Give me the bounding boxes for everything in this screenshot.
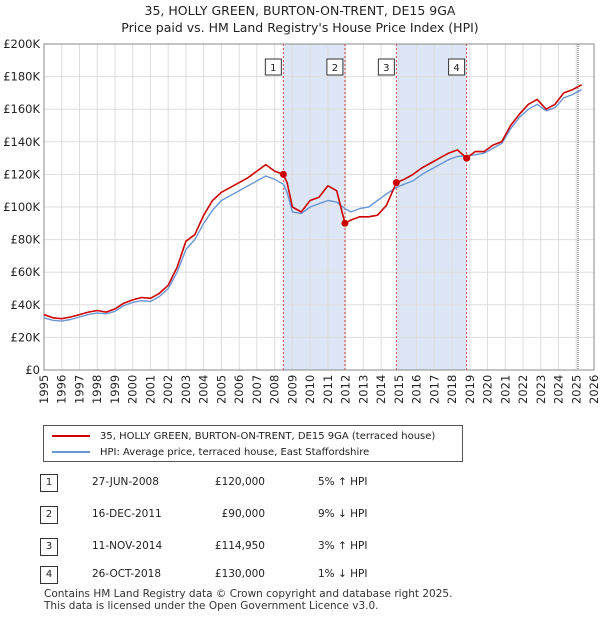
x-tick-label: 2010	[303, 375, 317, 404]
x-tick-label: 2007	[250, 375, 264, 404]
y-tick-label: £120K	[3, 167, 40, 181]
legend-label-property: 35, HOLLY GREEN, BURTON-ON-TRENT, DE15 9…	[100, 430, 436, 442]
y-tick-label: £80K	[11, 233, 41, 247]
price-chart: 1 2 3 4 £0 £20K £40K £60K £80K £100K £120K £140K £16…	[3, 37, 600, 404]
sale-label: 3	[383, 63, 389, 74]
footer-licence: This data is licensed under the Open Gov…	[44, 600, 379, 612]
footer-copyright: Contains HM Land Registry data © Crown c…	[44, 588, 453, 600]
legend-swatch-hpi	[52, 451, 90, 453]
x-tick-label: 2020	[481, 375, 495, 404]
x-tick-label: 2003	[179, 375, 193, 404]
x-tick-label: 2001	[143, 375, 157, 404]
legend-swatch-property	[52, 435, 90, 437]
x-tick-label: 2008	[268, 375, 282, 404]
sale-price: £130,000	[214, 568, 265, 580]
y-tick-label: £0	[25, 363, 40, 377]
sale-row: 1 27-JUN-2008 £120,000 5% ↑ HPI	[40, 474, 600, 492]
x-tick-label: 2002	[161, 375, 175, 404]
x-tick-label: 2025	[569, 375, 583, 404]
y-tick-label: £20K	[11, 330, 41, 344]
property-price-line	[43, 84, 582, 320]
legend-item-hpi: HPI: Average price, terraced house, East…	[52, 445, 369, 459]
sale-date: 16-DEC-2011	[92, 508, 162, 520]
chart-subtitle: Price paid vs. HM Land Registry's House …	[121, 20, 479, 35]
y-tick-label: £140K	[3, 135, 40, 149]
y-tick-label: £180K	[3, 70, 40, 84]
sale-date: 27-JUN-2008	[92, 476, 159, 488]
x-tick-label: 2004	[197, 375, 211, 404]
x-tick-label: 2023	[534, 375, 548, 404]
x-tick-label: 2017	[427, 375, 441, 404]
sale-point	[392, 179, 400, 187]
x-tick-label: 1998	[90, 375, 104, 404]
sale-price: £120,000	[214, 476, 265, 488]
sale-price: £90,000	[221, 508, 265, 520]
x-tick-label: 2021	[498, 375, 512, 404]
x-tick-label: 2014	[374, 375, 388, 404]
sale-hpi-diff: 1% ↓ HPI	[318, 568, 368, 580]
sale-date: 11-NOV-2014	[92, 540, 163, 552]
x-tick-label: 2022	[516, 375, 530, 404]
sale-row: 3 11-NOV-2014 £114,950 3% ↑ HPI	[40, 538, 600, 556]
sale-label-box	[377, 58, 395, 76]
sale-row: 2 16-DEC-2011 £90,000 9% ↓ HPI	[40, 506, 600, 524]
sale-label: 4	[453, 63, 459, 74]
x-tick-label: 2000	[126, 375, 140, 404]
sale-number: 2	[40, 506, 58, 524]
x-tick-label: 2009	[285, 375, 299, 404]
x-tick-label: 1996	[55, 375, 69, 404]
y-tick-label: £100K	[3, 200, 40, 214]
sale-row: 4 26-OCT-2018 £130,000 1% ↓ HPI	[40, 566, 600, 584]
plot-frame	[43, 43, 595, 371]
sale-label-box	[264, 58, 282, 76]
footer: Contains HM Land Registry data © Crown c…	[44, 588, 452, 612]
x-tick-label: 2018	[445, 375, 459, 404]
sale-point	[279, 170, 287, 178]
sale-label: 1	[270, 63, 276, 74]
sale-hpi-diff: 3% ↑ HPI	[318, 540, 368, 552]
x-tick-label: 2013	[356, 375, 370, 404]
x-tick-label: 2026	[587, 375, 600, 404]
x-tick-label: 2012	[339, 375, 353, 404]
sale-hpi-diff: 9% ↓ HPI	[318, 508, 368, 520]
y-tick-label: £160K	[3, 102, 40, 116]
x-tick-label: 1997	[72, 375, 86, 404]
x-tick-label: 1995	[37, 375, 51, 404]
sale-number: 4	[40, 566, 58, 584]
x-tick-label: 2019	[463, 375, 477, 404]
legend-label-hpi: HPI: Average price, terraced house, East…	[100, 446, 370, 458]
x-tick-label: 1999	[108, 375, 122, 404]
sale-point	[463, 154, 471, 162]
y-tick-label: £200K	[3, 37, 40, 51]
x-tick-label: 2024	[552, 375, 566, 404]
x-tick-label: 2005	[214, 375, 228, 404]
sale-number: 1	[40, 474, 58, 492]
x-tick-label: 2011	[321, 375, 335, 404]
sale-price: £114,950	[214, 540, 265, 552]
sale-label-box	[326, 58, 344, 76]
sale-number: 3	[40, 538, 58, 556]
sale-label-box	[448, 58, 466, 76]
sale-label: 2	[332, 63, 338, 74]
hpi-line	[43, 88, 582, 322]
y-tick-label: £60K	[11, 265, 41, 279]
x-tick-label: 2016	[410, 375, 424, 404]
sale-date: 26-OCT-2018	[92, 568, 161, 580]
y-tick-label: £40K	[11, 298, 41, 312]
legend-item-property: 35, HOLLY GREEN, BURTON-ON-TRENT, DE15 9…	[52, 429, 435, 443]
x-tick-label: 2015	[392, 375, 406, 404]
x-tick-label: 2006	[232, 375, 246, 404]
legend: 35, HOLLY GREEN, BURTON-ON-TRENT, DE15 9…	[43, 425, 463, 462]
sale-hpi-diff: 5% ↑ HPI	[318, 476, 368, 488]
chart-title: 35, HOLLY GREEN, BURTON-ON-TRENT, DE15 9…	[144, 3, 456, 18]
sale-point	[341, 219, 349, 227]
